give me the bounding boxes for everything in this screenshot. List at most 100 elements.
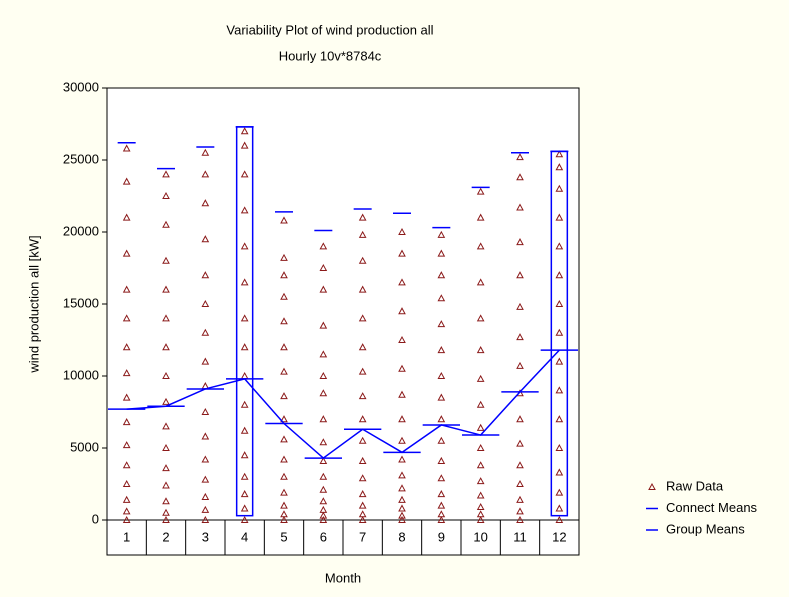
raw-point bbox=[201, 492, 210, 500]
raw-point bbox=[280, 515, 288, 523]
raw-point bbox=[122, 285, 131, 293]
raw-point bbox=[555, 150, 564, 158]
raw-point bbox=[162, 464, 170, 472]
raw-point bbox=[358, 456, 367, 464]
raw-point bbox=[476, 400, 485, 408]
raw-point bbox=[398, 511, 406, 519]
raw-point bbox=[516, 333, 524, 341]
x-tick-label: 9 bbox=[438, 529, 445, 544]
raw-point bbox=[162, 285, 170, 293]
raw-point bbox=[122, 177, 131, 185]
raw-point bbox=[516, 507, 524, 515]
raw-point bbox=[122, 314, 131, 322]
raw-point bbox=[122, 515, 131, 523]
raw-point bbox=[280, 415, 288, 423]
raw-point bbox=[122, 479, 131, 487]
raw-point bbox=[201, 235, 210, 243]
raw-point bbox=[162, 515, 170, 523]
raw-point bbox=[555, 242, 564, 250]
raw-point bbox=[358, 510, 367, 518]
raw-point bbox=[476, 443, 485, 451]
x-tick-label: 12 bbox=[552, 529, 566, 544]
raw-point bbox=[358, 367, 367, 375]
raw-point bbox=[240, 451, 249, 459]
raw-point bbox=[555, 299, 564, 307]
raw-point bbox=[122, 507, 131, 515]
raw-point bbox=[398, 390, 406, 398]
raw-point bbox=[280, 392, 288, 400]
raw-point bbox=[358, 392, 367, 400]
raw-point bbox=[398, 249, 406, 257]
raw-point bbox=[319, 497, 328, 505]
raw-point bbox=[358, 501, 367, 509]
raw-point bbox=[437, 474, 446, 482]
raw-point bbox=[162, 314, 170, 322]
raw-point bbox=[319, 350, 328, 358]
raw-point bbox=[122, 418, 131, 426]
raw-point bbox=[240, 472, 249, 480]
legend-swatch bbox=[648, 482, 656, 490]
raw-point bbox=[398, 364, 406, 372]
raw-point bbox=[555, 357, 564, 365]
raw-point bbox=[398, 436, 406, 444]
raw-point bbox=[319, 438, 328, 446]
raw-point bbox=[201, 505, 210, 513]
legend-label: Group Means bbox=[666, 521, 745, 536]
raw-point bbox=[398, 484, 406, 492]
raw-point bbox=[398, 455, 406, 463]
legend-label: Raw Data bbox=[666, 478, 724, 493]
raw-point bbox=[476, 510, 485, 518]
raw-point bbox=[280, 253, 288, 261]
raw-point bbox=[437, 271, 446, 279]
raw-point bbox=[358, 415, 367, 423]
x-tick-label: 7 bbox=[359, 529, 366, 544]
raw-point bbox=[398, 278, 406, 286]
raw-point bbox=[162, 422, 170, 430]
raw-point bbox=[516, 439, 524, 447]
raw-point bbox=[280, 510, 288, 518]
y-tick-label: 10000 bbox=[63, 367, 99, 382]
raw-point bbox=[555, 488, 564, 496]
raw-point bbox=[319, 485, 328, 493]
raw-point bbox=[516, 203, 524, 211]
raw-point bbox=[201, 328, 210, 336]
raw-point bbox=[476, 491, 485, 499]
raw-point bbox=[437, 415, 446, 423]
raw-point bbox=[162, 397, 170, 405]
raw-point bbox=[398, 415, 406, 423]
raw-point bbox=[122, 144, 131, 152]
raw-point bbox=[358, 474, 367, 482]
raw-point bbox=[162, 481, 170, 489]
raw-point bbox=[280, 216, 288, 224]
raw-point bbox=[555, 184, 564, 192]
raw-point bbox=[240, 426, 249, 434]
raw-point bbox=[437, 515, 446, 523]
x-tick-label: 8 bbox=[398, 529, 405, 544]
y-tick-label: 20000 bbox=[63, 223, 99, 238]
raw-point bbox=[319, 456, 328, 464]
raw-point bbox=[319, 285, 328, 293]
raw-point bbox=[280, 343, 288, 351]
raw-point bbox=[201, 407, 210, 415]
raw-point bbox=[516, 461, 524, 469]
raw-point bbox=[319, 505, 328, 513]
raw-point bbox=[555, 443, 564, 451]
raw-point bbox=[516, 495, 524, 503]
chart-title: Variability Plot of wind production all bbox=[226, 22, 433, 37]
raw-point bbox=[319, 515, 328, 523]
raw-point bbox=[555, 515, 564, 523]
y-tick-label: 5000 bbox=[70, 439, 99, 454]
raw-point bbox=[555, 504, 564, 512]
raw-point bbox=[201, 432, 210, 440]
raw-point bbox=[476, 213, 485, 221]
raw-point bbox=[398, 495, 406, 503]
raw-point bbox=[437, 393, 446, 401]
raw-point bbox=[358, 515, 367, 523]
raw-point bbox=[240, 278, 249, 286]
y-tick-label: 30000 bbox=[63, 79, 99, 94]
raw-point bbox=[201, 299, 210, 307]
raw-point bbox=[122, 393, 131, 401]
raw-point bbox=[122, 495, 131, 503]
raw-point bbox=[555, 468, 564, 476]
x-tick-label: 10 bbox=[473, 529, 487, 544]
